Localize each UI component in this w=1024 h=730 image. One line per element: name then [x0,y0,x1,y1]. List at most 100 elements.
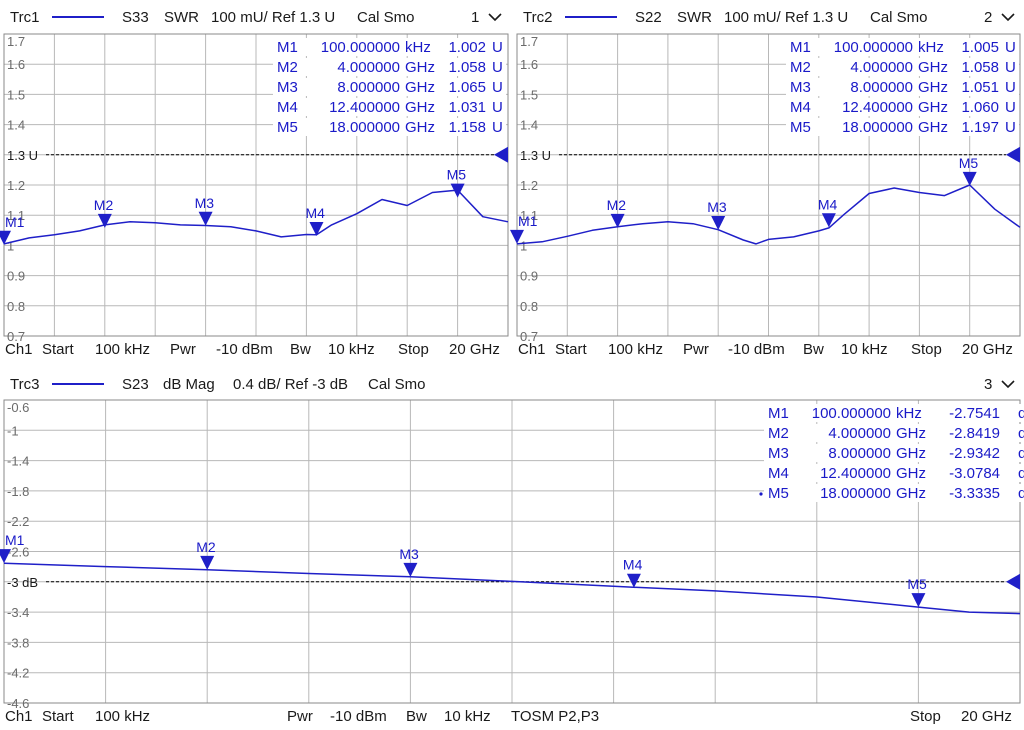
marker-m5[interactable]: M5 [907,576,927,608]
marker-m2[interactable]: M2 [196,539,216,570]
marker-info-row[interactable]: M5 18.000000 GHz 1.158 U [273,118,506,136]
reference-position-arrow-icon[interactable] [1006,146,1020,163]
marker-m4[interactable]: M4 [623,557,643,588]
channel-footer-item[interactable]: 10 kHz [841,341,888,358]
channel-footer-item[interactable]: Bw [803,341,824,358]
channel-footer-item[interactable]: -10 dBm [728,341,785,358]
channel-footer-item[interactable]: Start [42,341,75,358]
marker-info-row[interactable]: M3 8.000000 GHz -2.9342 dB [764,444,1024,462]
marker-info-row[interactable]: M3 8.000000 GHz 1.065 U [273,78,506,96]
marker-triangle-icon[interactable] [711,215,726,230]
channel-footer-item[interactable]: 20 GHz [449,341,500,358]
calibration-status[interactable]: Cal Smo [357,9,415,26]
channel-footer-item[interactable]: Ch1 [5,341,33,358]
channel-footer-item[interactable]: -10 dBm [330,708,387,725]
marker-info-row[interactable]: M3 8.000000 GHz 1.051 U [786,78,1019,96]
marker-triangle-icon[interactable] [309,222,324,237]
marker-triangle-icon[interactable] [403,562,418,577]
channel-footer-item[interactable]: Bw [406,708,427,725]
channel-footer-item[interactable]: Start [42,708,75,725]
marker-triangle-icon[interactable] [0,549,11,564]
channel-footer-item[interactable]: Ch1 [518,341,546,358]
channel-footer-item[interactable]: 100 kHz [608,341,663,358]
marker-info-row[interactable]: M4 12.400000 GHz 1.031 U [273,98,506,116]
trace-name[interactable]: Trc3 [10,376,39,393]
marker-m4[interactable]: M4 [305,205,325,237]
chevron-down-icon[interactable] [488,13,502,22]
channel-footer-item[interactable]: Pwr [287,708,313,725]
marker-m1[interactable]: M1 [0,214,25,245]
trace-line[interactable] [3,562,1021,615]
trace-line[interactable] [3,189,509,245]
measured-parameter[interactable]: S33 [122,9,149,26]
channel-footer-item[interactable]: Pwr [683,341,709,358]
trace-name[interactable]: Trc2 [523,9,552,26]
marker-info-row[interactable]: M2 4.000000 GHz -2.8419 dB [764,424,1024,442]
marker-info-row[interactable]: M2 4.000000 GHz 1.058 U [273,58,506,76]
marker-m1[interactable]: M1 [510,213,538,244]
calibration-status[interactable]: Cal Smo [870,9,928,26]
marker-info-row[interactable]: M4 12.400000 GHz -3.0784 dB [764,464,1024,482]
reference-position-arrow-icon[interactable] [494,146,508,163]
marker-triangle-icon[interactable] [610,213,625,228]
diagram-number[interactable]: 3 [984,376,992,393]
scale-reference[interactable]: 100 mU/ Ref 1.3 U [211,9,335,26]
marker-m5[interactable]: M5 [959,155,979,186]
marker-m5[interactable]: M5 [447,167,467,198]
channel-footer-item[interactable]: 100 kHz [95,341,150,358]
channel-footer-item[interactable]: 20 GHz [962,341,1013,358]
diagram-number[interactable]: 2 [984,9,992,26]
marker-triangle-icon[interactable] [626,573,641,588]
channel-footer-item[interactable]: Stop [398,341,429,358]
trace-format[interactable]: SWR [677,9,712,26]
scale-reference[interactable]: 100 mU/ Ref 1.3 U [724,9,848,26]
channel-footer-item[interactable]: -10 dBm [216,341,273,358]
marker-info-row[interactable]: M4 12.400000 GHz 1.060 U [786,98,1019,116]
channel-footer-item[interactable]: 10 kHz [328,341,375,358]
channel-footer-item[interactable]: Bw [290,341,311,358]
scale-reference[interactable]: 0.4 dB/ Ref -3 dB [233,376,348,393]
marker-triangle-icon[interactable] [0,230,11,245]
marker-m2[interactable]: M2 [94,197,114,228]
marker-triangle-icon[interactable] [821,213,836,228]
marker-info-row[interactable]: M1 100.000000 kHz -2.7541 dB [764,404,1024,422]
trace-line[interactable] [516,184,1021,245]
trace-format[interactable]: dB Mag [163,376,215,393]
marker-m3[interactable]: M3 [399,546,419,577]
channel-footer-item[interactable]: 10 kHz [444,708,491,725]
marker-m3[interactable]: M3 [707,199,727,230]
marker-m3[interactable]: M3 [195,195,215,226]
calibration-status[interactable]: Cal Smo [368,376,426,393]
diagram-number[interactable]: 1 [471,9,479,26]
chevron-down-icon[interactable] [1001,13,1015,22]
marker-info-row[interactable]: M5 18.000000 GHz -3.3335 dB [764,484,1024,502]
marker-info-row[interactable]: M5 18.000000 GHz 1.197 U [786,118,1019,136]
channel-footer-item[interactable]: 100 kHz [95,708,150,725]
marker-info-row[interactable]: M2 4.000000 GHz 1.058 U [786,58,1019,76]
channel-footer-item[interactable]: Stop [910,708,941,725]
trace-format[interactable]: SWR [164,9,199,26]
channel-footer-item[interactable]: 20 GHz [961,708,1012,725]
measured-parameter[interactable]: S22 [635,9,662,26]
channel-footer-item[interactable]: Stop [911,341,942,358]
marker-info-row[interactable]: M1 100.000000 kHz 1.002 U [273,38,506,56]
trace-name[interactable]: Trc1 [10,9,39,26]
marker-info-row[interactable]: M1 100.000000 kHz 1.005 U [786,38,1019,56]
channel-footer-item[interactable]: Pwr [170,341,196,358]
marker-triangle-icon[interactable] [450,183,465,198]
marker-m1[interactable]: M1 [0,532,25,564]
chevron-down-icon[interactable] [1001,380,1015,389]
channel-footer-item[interactable]: Start [555,341,588,358]
measured-parameter[interactable]: S23 [122,376,149,393]
marker-m4[interactable]: M4 [818,196,838,228]
marker-triangle-icon[interactable] [198,211,213,226]
reference-position-arrow-icon[interactable] [1006,573,1020,590]
channel-footer-item[interactable]: TOSM P2,P3 [511,708,599,725]
marker-triangle-icon[interactable] [911,593,926,608]
marker-triangle-icon[interactable] [200,555,215,570]
marker-triangle-icon[interactable] [510,229,524,244]
marker-triangle-icon[interactable] [97,213,112,228]
marker-m2[interactable]: M2 [607,197,627,228]
channel-footer-item[interactable]: Ch1 [5,708,33,725]
marker-triangle-icon[interactable] [962,171,977,186]
